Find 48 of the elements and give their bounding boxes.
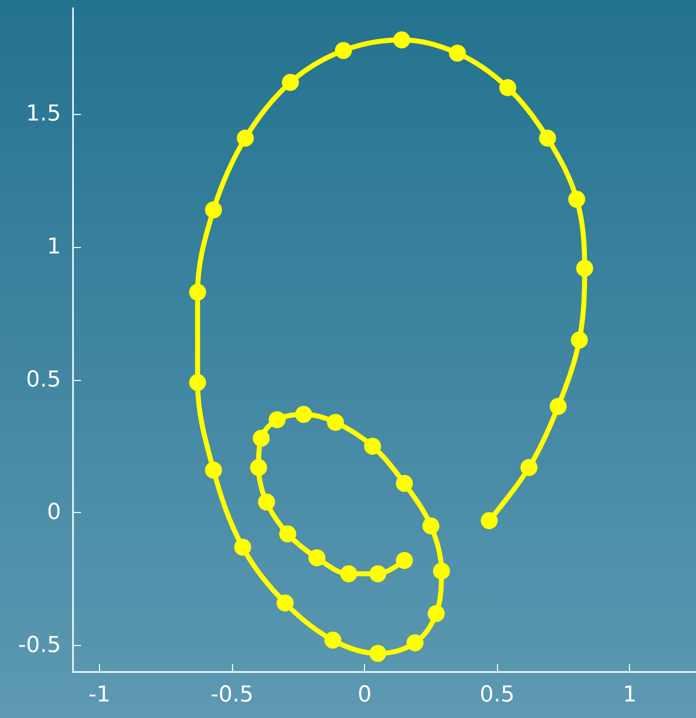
point <box>250 458 268 476</box>
point <box>570 332 588 348</box>
point <box>393 31 410 48</box>
point <box>406 634 424 652</box>
x-tick-label: -1 <box>88 682 110 708</box>
x-tick-label: 0 <box>358 682 372 708</box>
point <box>448 44 466 62</box>
point <box>396 474 413 492</box>
point <box>433 562 450 580</box>
point <box>189 284 206 301</box>
point <box>205 201 222 218</box>
point <box>279 525 296 542</box>
point <box>189 374 206 391</box>
point <box>364 438 382 455</box>
y-tick-label: 0.5 <box>26 367 61 392</box>
point <box>295 406 312 423</box>
point <box>282 74 299 91</box>
point <box>369 644 386 662</box>
x-tick-label: -0.5 <box>210 682 254 708</box>
point <box>568 190 586 208</box>
point <box>252 430 270 447</box>
point <box>340 565 358 582</box>
point <box>258 494 276 511</box>
point <box>234 538 252 556</box>
point <box>422 517 440 534</box>
point <box>326 414 344 431</box>
point <box>576 260 594 277</box>
y-tick-label: -0.5 <box>18 632 61 658</box>
point <box>550 398 567 415</box>
point <box>428 605 445 622</box>
point <box>539 130 556 147</box>
point <box>205 462 222 479</box>
point <box>480 512 498 530</box>
y-tick-label: 1 <box>47 234 61 260</box>
point <box>499 79 516 96</box>
point <box>396 552 413 569</box>
point <box>520 458 538 476</box>
point <box>268 411 286 428</box>
x-tick-label: 1 <box>622 682 637 708</box>
x-tick-label: 0.5 <box>480 682 515 708</box>
point <box>276 594 294 612</box>
point <box>334 42 352 59</box>
point <box>324 632 342 649</box>
y-tick-label: 1.5 <box>26 102 61 127</box>
point <box>369 565 386 582</box>
point <box>308 549 326 566</box>
point <box>236 130 254 147</box>
y-tick-label: 0 <box>47 500 61 526</box>
